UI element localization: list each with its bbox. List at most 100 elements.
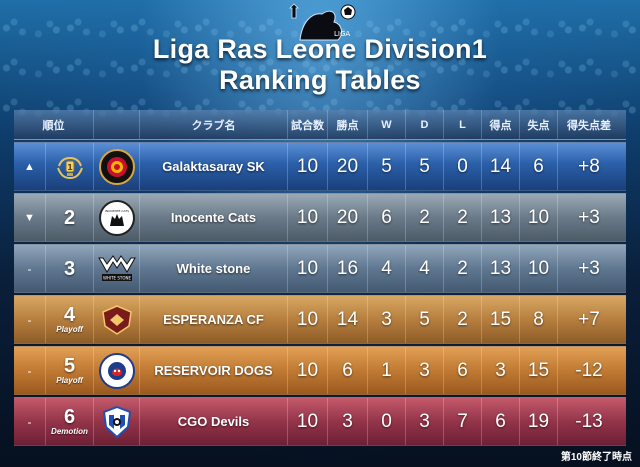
draws: 5 bbox=[406, 143, 444, 190]
header-played: 試合数 bbox=[288, 110, 328, 139]
wins: 5 bbox=[368, 143, 406, 190]
losses: 2 bbox=[444, 245, 482, 292]
goals-for: 13 bbox=[482, 194, 520, 241]
header-gf: 得点 bbox=[482, 110, 520, 139]
header-points: 勝点 bbox=[328, 110, 368, 139]
played: 10 bbox=[288, 296, 328, 343]
header-rank: 順位 bbox=[14, 110, 94, 139]
table-row[interactable]: - 5 Playoff RESERVOIR DOGS 10 6 1 3 6 3 … bbox=[14, 346, 626, 395]
ranking-table: 順位 クラブ名 試合数 勝点 W D L 得点 失点 得失点差 ▲ 1 Gala bbox=[14, 110, 626, 446]
header-club: クラブ名 bbox=[140, 110, 288, 139]
losses: 2 bbox=[444, 194, 482, 241]
points: 3 bbox=[328, 398, 368, 445]
goals-against: 6 bbox=[520, 143, 558, 190]
white-stone-logo-icon: WHITE STONE bbox=[97, 254, 136, 281]
svg-text:1: 1 bbox=[67, 163, 73, 172]
draws: 3 bbox=[406, 347, 444, 394]
wins: 3 bbox=[368, 296, 406, 343]
header-d: D bbox=[406, 110, 444, 139]
rank-number: 5 bbox=[63, 354, 76, 377]
rank-number: 6 bbox=[63, 405, 76, 428]
trend-down-icon: ▼ bbox=[14, 194, 46, 241]
played: 10 bbox=[288, 398, 328, 445]
goals-against: 8 bbox=[520, 296, 558, 343]
table-row[interactable]: - 3 WHITE STONE White stone 10 16 4 4 2 … bbox=[14, 244, 626, 293]
points: 20 bbox=[328, 143, 368, 190]
goals-for: 3 bbox=[482, 347, 520, 394]
goals-against: 19 bbox=[520, 398, 558, 445]
table-row[interactable]: - 6 Demotion CGO Devils 10 3 0 3 7 6 19 … bbox=[14, 397, 626, 446]
title-line-2: Ranking Tables bbox=[219, 65, 421, 95]
gold-trophy-icon: 1 bbox=[56, 156, 83, 179]
losses: 6 bbox=[444, 347, 482, 394]
cat-crest-icon: INOCENTE CATS bbox=[98, 199, 135, 236]
goal-difference: -13 bbox=[575, 410, 603, 432]
goals-for: 15 bbox=[482, 296, 520, 343]
wins: 6 bbox=[368, 194, 406, 241]
losses: 0 bbox=[444, 143, 482, 190]
header-l: L bbox=[444, 110, 482, 139]
header-ga: 失点 bbox=[520, 110, 558, 139]
played: 10 bbox=[288, 143, 328, 190]
goals-against: 15 bbox=[520, 347, 558, 394]
table-header: 順位 クラブ名 試合数 勝点 W D L 得点 失点 得失点差 bbox=[14, 110, 626, 140]
goals-for: 13 bbox=[482, 245, 520, 292]
league-emblem-icon: LIGA bbox=[289, 3, 356, 41]
rank-cell: 5 Playoff bbox=[46, 347, 94, 394]
rank-cell: 1 bbox=[46, 143, 94, 190]
svg-text:WHITE STONE: WHITE STONE bbox=[102, 275, 131, 280]
goal-difference: +3 bbox=[578, 257, 600, 279]
draws: 3 bbox=[406, 398, 444, 445]
club-name: Inocente Cats bbox=[140, 194, 288, 241]
trend-same-icon: - bbox=[14, 398, 46, 445]
galatasaray-crest-icon bbox=[98, 148, 135, 185]
club-name: White stone bbox=[140, 245, 288, 292]
matchday-note: 第10節終了時点 bbox=[560, 452, 632, 463]
wins: 4 bbox=[368, 245, 406, 292]
goal-difference: +7 bbox=[578, 308, 600, 330]
losses: 2 bbox=[444, 296, 482, 343]
played: 10 bbox=[288, 245, 328, 292]
trend-up-icon: ▲ bbox=[14, 143, 46, 190]
points: 6 bbox=[328, 347, 368, 394]
club-name: Galaktasaray SK bbox=[140, 143, 288, 190]
club-name: RESERVOIR DOGS bbox=[140, 347, 288, 394]
rank-number: 4 bbox=[63, 303, 76, 326]
goals-against: 10 bbox=[520, 245, 558, 292]
played: 10 bbox=[288, 194, 328, 241]
draws: 4 bbox=[406, 245, 444, 292]
rank-number: 3 bbox=[63, 257, 76, 280]
goal-difference: +3 bbox=[578, 206, 600, 228]
table-row[interactable]: - 4 Playoff ESPERANZA CF 10 14 3 5 2 15 … bbox=[14, 295, 626, 344]
goal-difference: -12 bbox=[575, 359, 603, 381]
wins: 0 bbox=[368, 398, 406, 445]
rank-number: 2 bbox=[63, 206, 76, 229]
svg-text:INOCENTE CATS: INOCENTE CATS bbox=[104, 209, 128, 213]
trend-same-icon: - bbox=[14, 347, 46, 394]
points: 14 bbox=[328, 296, 368, 343]
played: 10 bbox=[288, 347, 328, 394]
rank-status: Playoff bbox=[56, 375, 83, 385]
club-name: ESPERANZA CF bbox=[140, 296, 288, 343]
wins: 1 bbox=[368, 347, 406, 394]
header-w: W bbox=[368, 110, 406, 139]
devils-crest-icon bbox=[102, 405, 131, 438]
trend-same-icon: - bbox=[14, 245, 46, 292]
goals-against: 10 bbox=[520, 194, 558, 241]
rank-status: Playoff bbox=[56, 324, 83, 334]
rank-cell: 2 bbox=[46, 194, 94, 241]
header-gd: 得失点差 bbox=[567, 119, 611, 132]
header-logo-spacer bbox=[94, 110, 140, 139]
esperanza-crest-icon bbox=[101, 304, 132, 335]
rank-status: Demotion bbox=[51, 426, 88, 436]
page-title: Liga Ras Leone Division1 Ranking Tables bbox=[0, 34, 640, 96]
club-name: CGO Devils bbox=[140, 398, 288, 445]
points: 16 bbox=[328, 245, 368, 292]
points: 20 bbox=[328, 194, 368, 241]
svg-text:LIGA: LIGA bbox=[334, 30, 350, 38]
title-line-1: Liga Ras Leone Division1 bbox=[152, 34, 488, 64]
trend-same-icon: - bbox=[14, 296, 46, 343]
losses: 7 bbox=[444, 398, 482, 445]
table-row[interactable]: ▲ 1 Galaktasaray SK 10 20 5 5 0 14 6 +8 bbox=[14, 142, 626, 191]
table-row[interactable]: ▼ 2 INOCENTE CATS Inocente Cats 10 20 6 … bbox=[14, 193, 626, 242]
